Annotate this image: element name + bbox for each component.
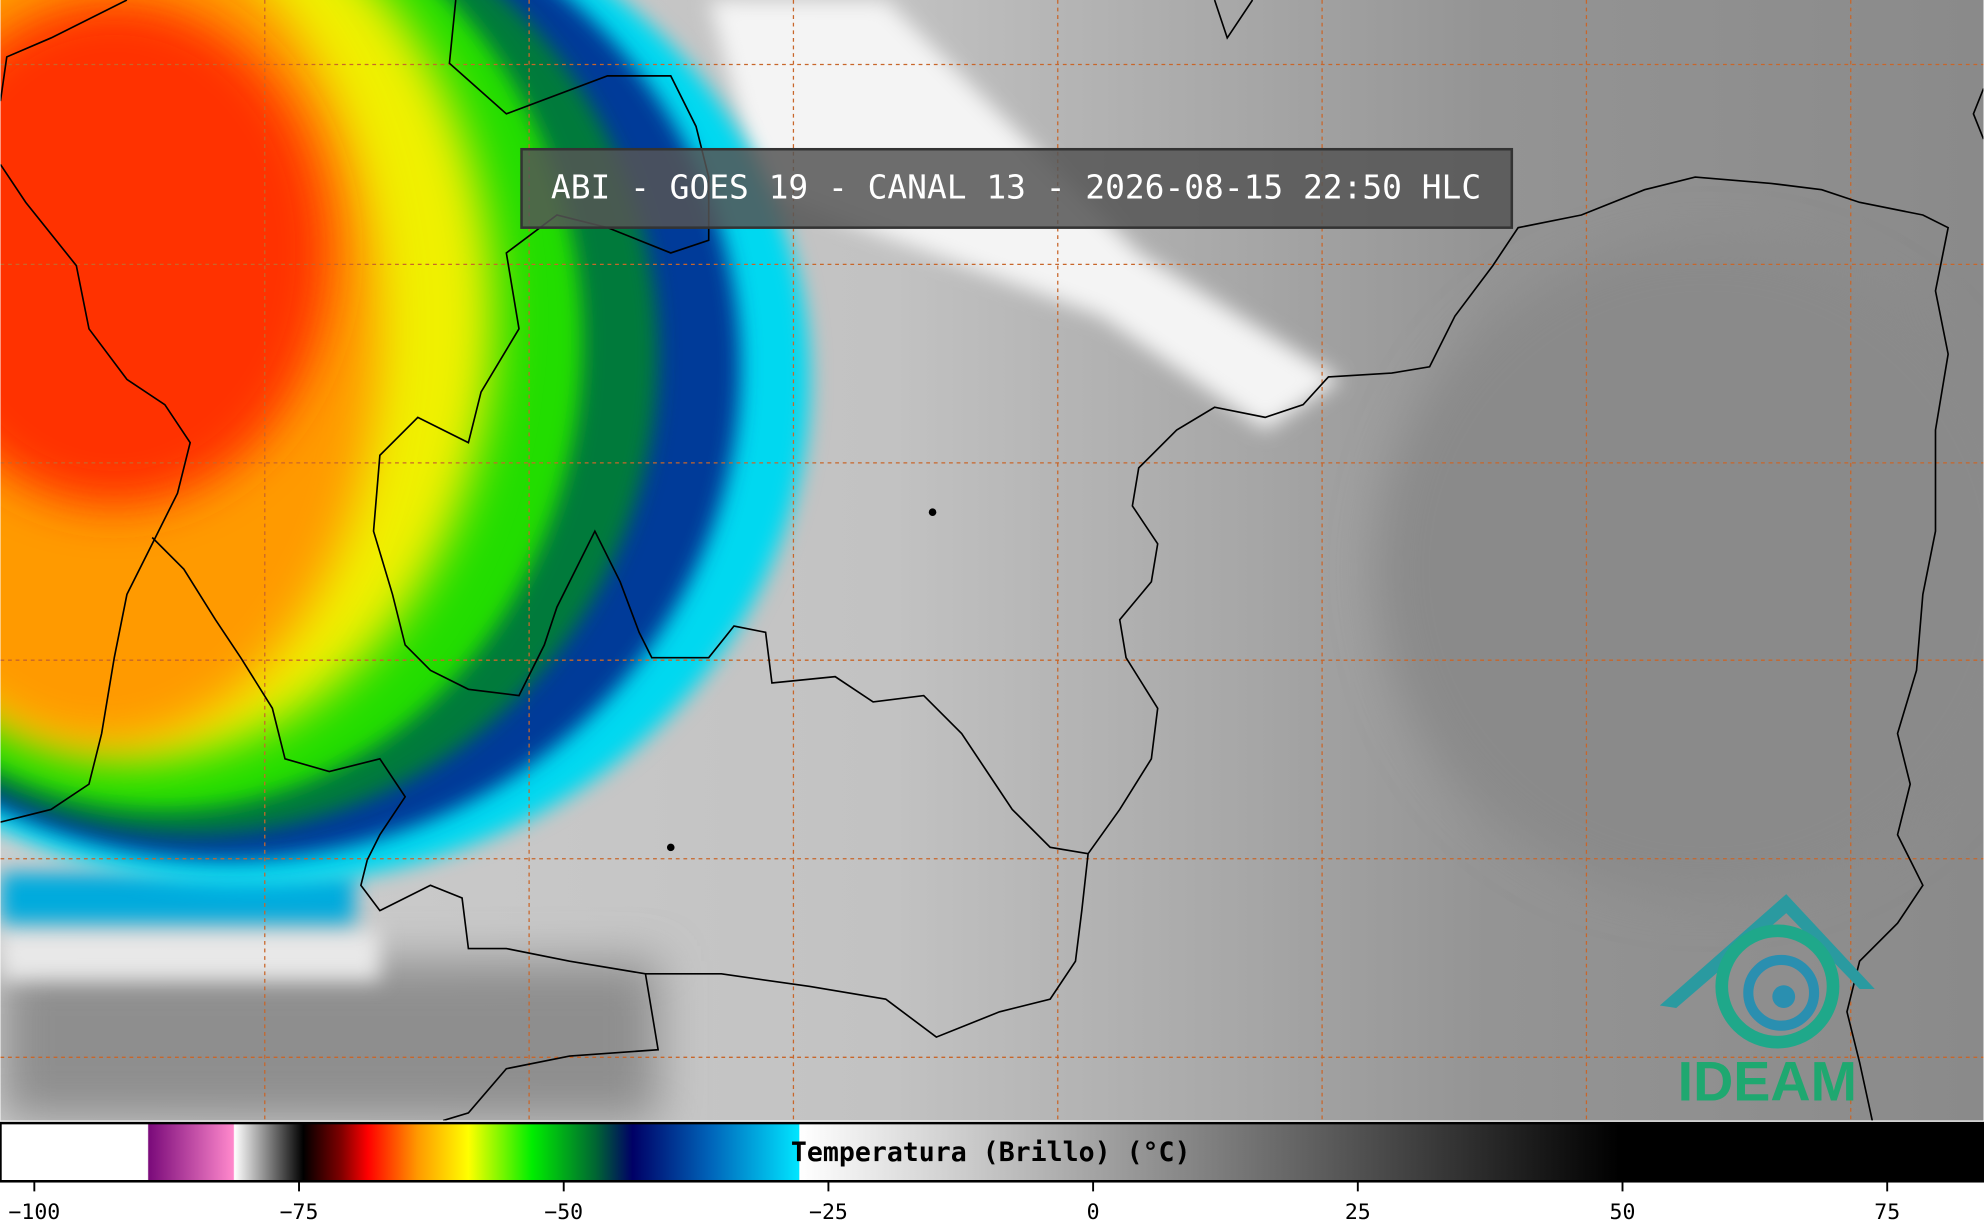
tick-label: −100 bbox=[8, 1200, 60, 1223]
ideam-logo: IDEAM bbox=[1659, 894, 1875, 1112]
tick-label: 50 bbox=[1610, 1200, 1636, 1223]
tick-label: −25 bbox=[809, 1200, 848, 1223]
tick-label: 25 bbox=[1345, 1200, 1371, 1223]
tick-label: 0 bbox=[1087, 1200, 1100, 1223]
tick-label: −50 bbox=[544, 1200, 583, 1223]
graticule bbox=[0, 0, 1984, 1121]
tick-label: −75 bbox=[280, 1200, 319, 1223]
tick-label: 75 bbox=[1874, 1200, 1900, 1223]
title-box: ABI - GOES 19 - CANAL 13 - 2026-08-15 22… bbox=[520, 147, 1514, 229]
colorbar-label: Temperatura (Brillo) (°C) bbox=[791, 1137, 1191, 1168]
title: ABI - GOES 19 - CANAL 13 - 2026-08-15 22… bbox=[551, 168, 1481, 207]
logo-text: IDEAM bbox=[1678, 1050, 1857, 1112]
colorbar-ticks: −100 −75 −50 −25 0 25 50 75 bbox=[8, 1181, 1900, 1223]
